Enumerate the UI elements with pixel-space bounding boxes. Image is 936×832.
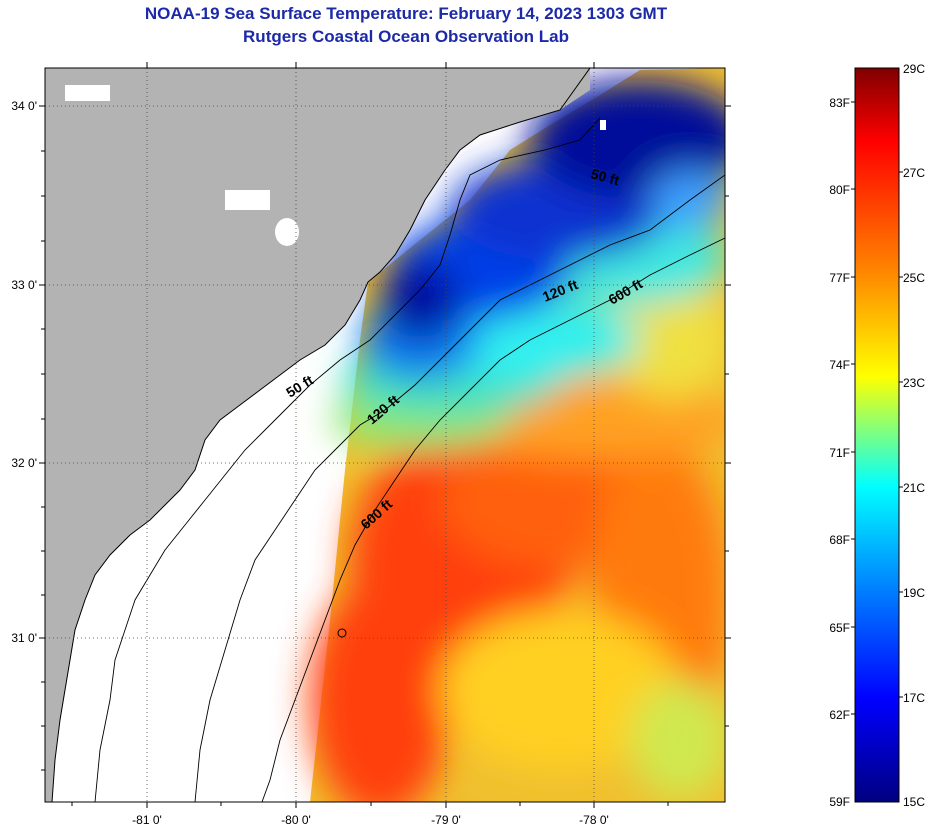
- celsius-label-23: 23C: [903, 376, 925, 390]
- fahrenheit-label-59: 59F: [829, 795, 850, 809]
- lon-label-79: -79 0': [431, 813, 461, 827]
- isobaths: [94, 117, 725, 802]
- station-marker: [337, 628, 347, 638]
- lon-label-78: -78 0': [579, 813, 609, 827]
- fahrenheit-label-71: 71F: [829, 446, 850, 460]
- celsius-label-27: 27C: [903, 166, 925, 180]
- lat-label-32: 32 0': [11, 456, 37, 470]
- colorbar-scale: [854, 67, 900, 803]
- land-mass: [45, 68, 590, 802]
- lat-label-31: 31 0': [11, 631, 37, 645]
- tick-marks: [39, 62, 731, 808]
- fahrenheit-labels: 83F 80F 77F 74F 71F 68F 65F 62F 59F: [829, 96, 850, 809]
- map-subtitle: Rutgers Coastal Ocean Observation Lab: [243, 27, 569, 46]
- fahrenheit-label-62: 62F: [829, 708, 850, 722]
- lat-label-33: 33 0': [11, 278, 37, 292]
- fahrenheit-label-80: 80F: [829, 183, 850, 197]
- lat-label-34: 34 0': [11, 99, 37, 113]
- fahrenheit-label-83: 83F: [829, 96, 850, 110]
- celsius-labels: 29C 27C 25C 23C 21C 19C 17C 15C: [903, 62, 925, 809]
- colorbar-ticks: [851, 101, 903, 715]
- inland-water: [65, 85, 606, 246]
- fahrenheit-label-65: 65F: [829, 621, 850, 635]
- isobath-120ft: [194, 174, 725, 802]
- fahrenheit-label-68: 68F: [829, 533, 850, 547]
- celsius-label-29: 29C: [903, 62, 925, 76]
- map-title: NOAA-19 Sea Surface Temperature: Februar…: [144, 4, 668, 23]
- fahrenheit-label-77: 77F: [829, 271, 850, 285]
- map-border: [44, 67, 726, 803]
- celsius-label-25: 25C: [903, 271, 925, 285]
- coastline: [51, 68, 591, 802]
- latitude-labels: 34 0' 33 0' 32 0' 31 0': [11, 99, 37, 645]
- graticule: [45, 68, 725, 802]
- celsius-label-19: 19C: [903, 586, 925, 600]
- celsius-label-15: 15C: [903, 795, 925, 809]
- celsius-label-17: 17C: [903, 691, 925, 705]
- lon-label-81: -81 0': [132, 813, 162, 827]
- celsius-label-21: 21C: [903, 481, 925, 495]
- isobath-50ft: [94, 117, 601, 802]
- fahrenheit-label-74: 74F: [829, 358, 850, 372]
- map-frame: 50 ft 120 ft 600 ft 50 ft 120 ft 600 ft: [45, 68, 725, 802]
- isobath-600ft: [261, 237, 725, 802]
- lon-label-80: -80 0': [281, 813, 311, 827]
- contour-label-50ft-north: 50 ft: [589, 165, 621, 188]
- longitude-labels: -81 0' -80 0' -79 0' -78 0': [132, 813, 609, 827]
